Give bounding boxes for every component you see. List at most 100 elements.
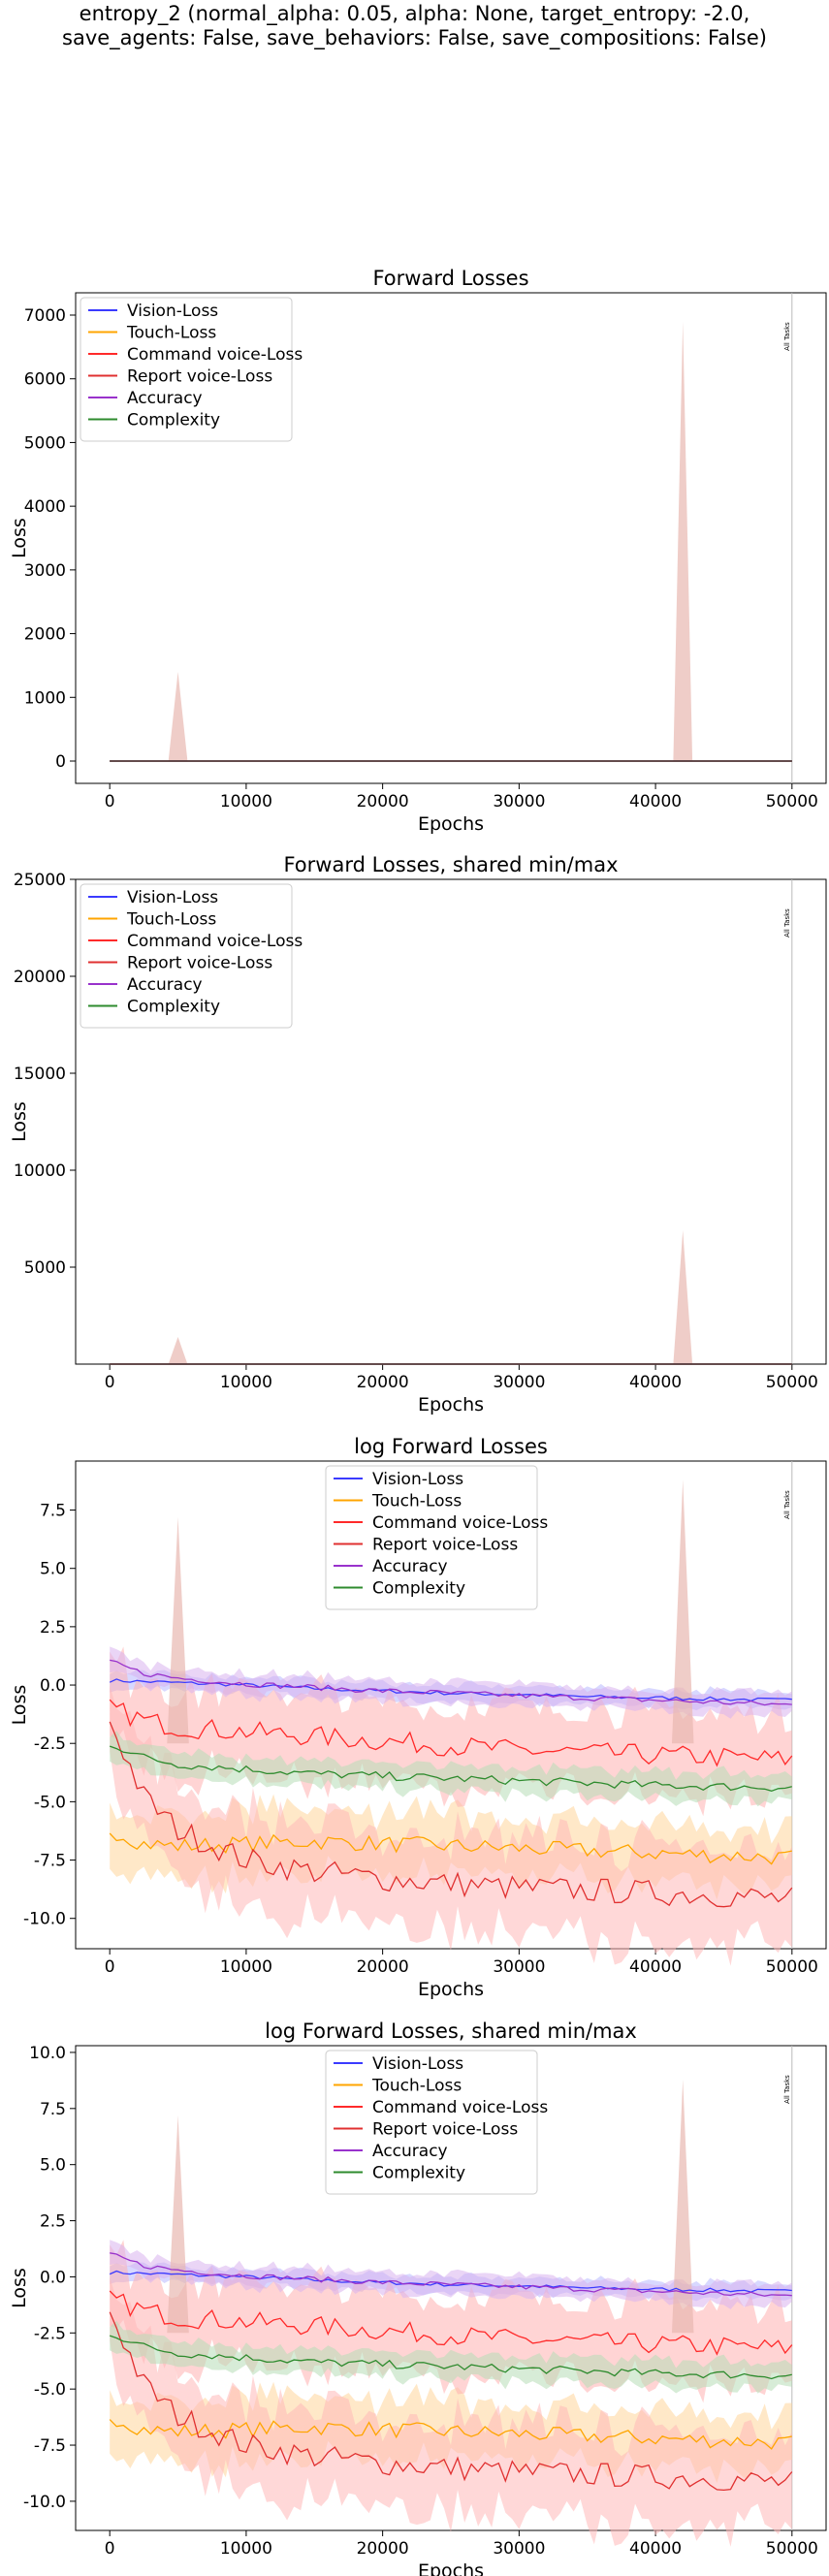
y-axis-label: Loss bbox=[9, 1685, 30, 1726]
x-tick-label: 30000 bbox=[493, 1957, 545, 1977]
x-tick-label: 20000 bbox=[357, 1373, 409, 1392]
legend-entry-report-voice-loss: Report voice-Loss bbox=[372, 2120, 518, 2140]
x-tick-label: 40000 bbox=[629, 792, 682, 811]
report-voice-band-spike bbox=[673, 1230, 693, 1364]
series-line-complexity bbox=[109, 2335, 792, 2380]
x-tick-label: 30000 bbox=[493, 792, 545, 811]
y-tick-label: -2.5 bbox=[34, 1734, 66, 1754]
x-tick-label: 50000 bbox=[766, 1373, 818, 1392]
y-tick-label: 3000 bbox=[24, 561, 66, 581]
task-marker-annotation: All Tasks bbox=[783, 908, 791, 938]
legend-entry-vision-loss: Vision-Loss bbox=[127, 888, 218, 907]
legend-entry-touch-loss: Touch-Loss bbox=[126, 324, 216, 343]
band-accuracy bbox=[110, 2240, 792, 2309]
y-tick-label: 0 bbox=[55, 752, 66, 772]
chart-title: log Forward Losses bbox=[354, 1435, 548, 1458]
y-tick-label: 5.0 bbox=[40, 1560, 66, 1579]
y-tick-label: -7.5 bbox=[34, 2436, 66, 2456]
legend-entry-report-voice-loss: Report voice-Loss bbox=[127, 954, 272, 973]
x-tick-label: 20000 bbox=[357, 1957, 409, 1977]
legend-frame bbox=[80, 883, 293, 1029]
y-tick-label: 6000 bbox=[24, 370, 66, 390]
report-voice-band-spike bbox=[168, 1337, 188, 1364]
chart-title: log Forward Losses, shared min/max bbox=[265, 2019, 637, 2043]
task-marker-annotation: All Tasks bbox=[783, 2075, 791, 2104]
x-axis-label: Epochs bbox=[418, 1394, 484, 1415]
legend-entry-command-voice-loss: Command voice-Loss bbox=[127, 932, 303, 951]
legend-entry-accuracy: Accuracy bbox=[127, 389, 203, 408]
band-report-voice-loss bbox=[110, 1685, 792, 1966]
chart-panel-3: log Forward Losses 0 10000 20000 30000 40000 5… bbox=[9, 1435, 827, 2000]
x-tick-label: 40000 bbox=[629, 1957, 682, 1977]
y-tick-label: -10.0 bbox=[23, 2493, 66, 2512]
legend-entry-complexity: Complexity bbox=[127, 411, 220, 430]
x-axis-label: Epochs bbox=[418, 2560, 484, 2576]
figure-title: entropy_2 (normal_alpha: 0.05, alpha: No… bbox=[0, 2, 829, 50]
x-tick-label: 50000 bbox=[766, 792, 818, 811]
legend-entry-report-voice-loss: Report voice-Loss bbox=[127, 367, 272, 387]
x-tick-label: 0 bbox=[105, 1957, 115, 1977]
y-tick-label: -2.5 bbox=[34, 2324, 66, 2343]
y-tick-label: -5.0 bbox=[34, 1793, 66, 1812]
legend-entry-command-voice-loss: Command voice-Loss bbox=[127, 345, 303, 365]
y-tick-label: 25000 bbox=[14, 871, 66, 890]
x-tick-label: 20000 bbox=[357, 792, 409, 811]
x-axis-label: Epochs bbox=[418, 813, 484, 835]
x-tick-label: 30000 bbox=[493, 1373, 545, 1392]
plot-frame bbox=[75, 292, 827, 784]
y-tick-label: -5.0 bbox=[34, 2380, 66, 2400]
task-marker-annotation: All Tasks bbox=[783, 1490, 791, 1519]
legend-frame bbox=[80, 297, 293, 442]
y-tick-label: -7.5 bbox=[34, 1852, 66, 1871]
figure-title-line-1: entropy_2 (normal_alpha: 0.05, alpha: No… bbox=[79, 2, 750, 25]
series-line-report-voice-loss bbox=[109, 1721, 793, 1908]
legend-entry-touch-loss: Touch-Loss bbox=[371, 2077, 462, 2096]
legend: Vision-Loss Touch-Loss Command voice-Loss R… bbox=[325, 1465, 548, 1610]
legend-entry-report-voice-loss: Report voice-Loss bbox=[372, 1536, 518, 1555]
y-tick-label: 7.5 bbox=[40, 1502, 66, 1521]
x-tick-label: 10000 bbox=[220, 792, 272, 811]
legend-entry-vision-loss: Vision-Loss bbox=[372, 2054, 463, 2074]
series-line-accuracy bbox=[110, 1659, 792, 1706]
y-tick-label: 2000 bbox=[24, 625, 66, 645]
legend-entry-accuracy: Accuracy bbox=[127, 975, 203, 995]
legend: Vision-Loss Touch-Loss Command voice-LossR… bbox=[80, 297, 303, 442]
x-tick-label: 10000 bbox=[220, 1373, 272, 1392]
chart-panel-2: Forward Losses, shared min/max 0 10000 2000… bbox=[9, 853, 827, 1415]
x-axis-label: Epochs bbox=[418, 1979, 484, 2000]
band-report-voice-loss bbox=[110, 2277, 792, 2547]
legend-frame bbox=[325, 2050, 538, 2195]
x-tick-label: 10000 bbox=[220, 2539, 272, 2559]
y-tick-label: 7000 bbox=[24, 306, 66, 326]
legend-entry-vision-loss: Vision-Loss bbox=[372, 1470, 463, 1489]
legend-entry-command-voice-loss: Command voice-Loss bbox=[372, 1513, 548, 1533]
x-tick-label: 10000 bbox=[220, 1957, 272, 1977]
legend-entry-vision-loss: Vision-Loss bbox=[127, 302, 218, 321]
y-axis-label: Loss bbox=[9, 2268, 30, 2308]
chart-title: Forward Losses, shared min/max bbox=[283, 853, 618, 876]
x-tick-label: 20000 bbox=[357, 2539, 409, 2559]
legend-entry-accuracy: Accuracy bbox=[372, 2142, 448, 2161]
series-line-command-voice-loss bbox=[109, 2290, 793, 2356]
x-tick-label: 0 bbox=[105, 2539, 115, 2559]
band-spike bbox=[167, 2115, 189, 2334]
series-line-report-voice-loss bbox=[109, 2311, 793, 2492]
legend-entry-complexity: Complexity bbox=[372, 2164, 465, 2183]
legend-entry-complexity: Complexity bbox=[127, 998, 220, 1017]
report-voice-band-spike bbox=[673, 321, 693, 761]
legend-entry-touch-loss: Touch-Loss bbox=[371, 1492, 462, 1511]
y-tick-label: -10.0 bbox=[23, 1910, 66, 1929]
y-axis-label: Loss bbox=[9, 1101, 30, 1142]
y-tick-label: 10000 bbox=[14, 1161, 66, 1181]
y-tick-label: 7.5 bbox=[40, 2100, 66, 2119]
y-tick-label: 5.0 bbox=[40, 2156, 66, 2176]
band-spike bbox=[671, 2079, 694, 2334]
y-tick-label: 4000 bbox=[24, 497, 66, 517]
band-accuracy bbox=[110, 1646, 792, 1719]
x-tick-label: 50000 bbox=[766, 2539, 818, 2559]
y-tick-label: 0.0 bbox=[40, 2268, 66, 2287]
report-voice-band-spike bbox=[168, 672, 188, 761]
